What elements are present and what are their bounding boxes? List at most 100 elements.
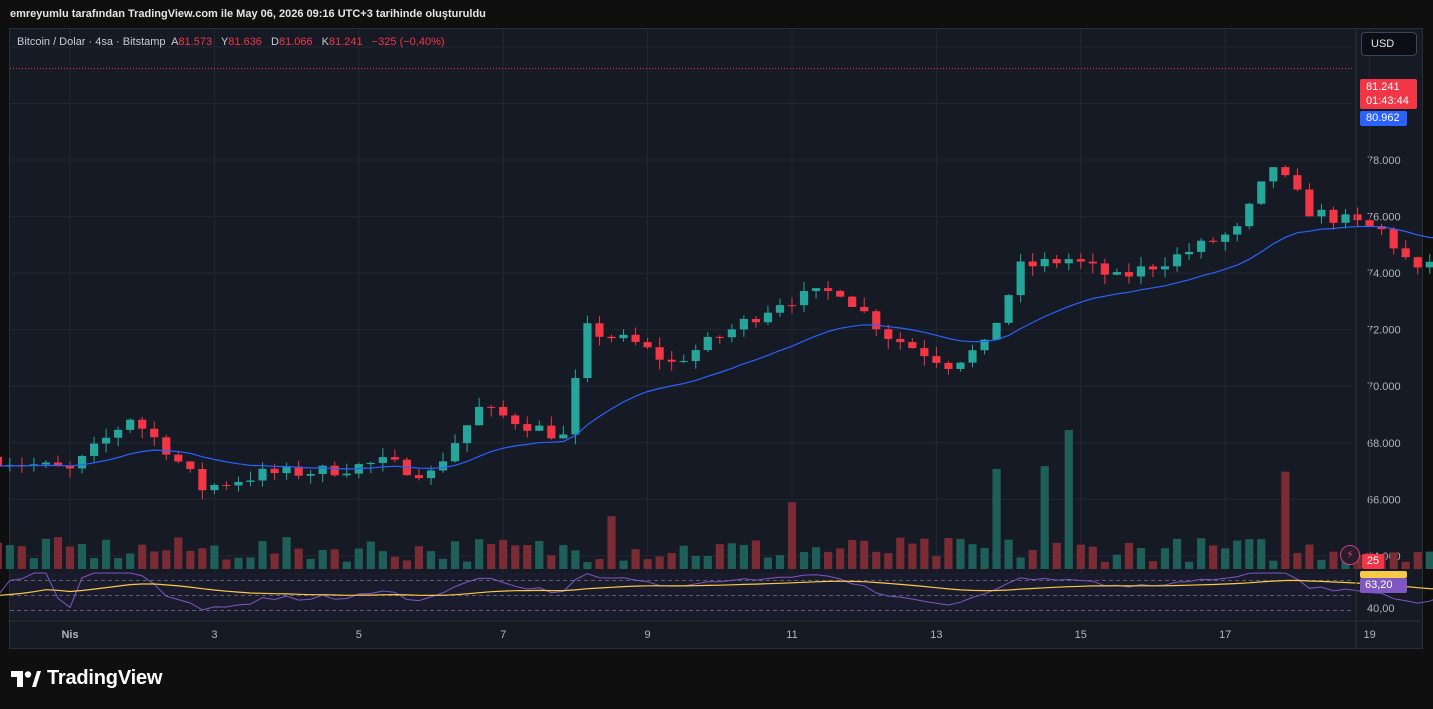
candle-body: [306, 474, 315, 476]
high-label: Y: [220, 36, 229, 48]
candle-body: [1365, 220, 1374, 227]
volume-bar: [968, 544, 977, 569]
candle-body: [1377, 226, 1386, 230]
volume-bar: [402, 560, 412, 569]
candle-body: [102, 437, 111, 444]
brand-name: TradingView: [47, 667, 163, 689]
candle-body: [607, 336, 616, 339]
volume-bar: [595, 558, 604, 569]
candle-body: [1124, 272, 1134, 277]
bar-countdown: 01:43:44: [1366, 95, 1409, 107]
candle-body: [619, 334, 628, 339]
ema-line: [0, 225, 1433, 470]
volume-bar: [691, 555, 700, 569]
candle-body: [1401, 248, 1410, 258]
candle-body: [1233, 226, 1242, 235]
volume-bar: [1221, 548, 1230, 569]
candle-body: [1100, 263, 1109, 275]
volume-bar: [450, 541, 460, 569]
volume-bar: [222, 559, 231, 569]
volume-bar: [162, 550, 171, 569]
candle-body: [1148, 266, 1158, 270]
candle-body: [1305, 189, 1314, 217]
currency-button[interactable]: USD: [1361, 32, 1417, 56]
volume-bar: [1028, 550, 1037, 569]
last-price-value: 81.241: [1366, 81, 1400, 93]
volume-bar: [150, 551, 159, 569]
candle-body: [751, 318, 760, 323]
candle-body: [691, 350, 700, 362]
volume-bar: [378, 551, 387, 569]
candle-body: [1293, 175, 1302, 190]
volume-bar: [258, 541, 267, 569]
volume-bar: [282, 537, 291, 569]
x-tick-label: 17: [1219, 629, 1231, 641]
candle-body: [571, 377, 580, 435]
y-tick-label: 78.000: [1367, 155, 1401, 167]
candle-body: [246, 480, 255, 482]
volume-bar: [811, 547, 821, 569]
y-tick-label: 72.000: [1367, 325, 1401, 337]
volume-bar: [751, 540, 760, 569]
volume-bar: [41, 538, 51, 569]
volume-bar: [354, 548, 363, 569]
candle-body: [1004, 295, 1013, 323]
candle-body: [896, 338, 905, 343]
volume-bar: [1064, 430, 1073, 569]
volume-bar: [1341, 560, 1350, 569]
candle-body: [944, 362, 953, 369]
candle-body: [980, 339, 989, 351]
candle-body: [426, 470, 436, 479]
volume-bar: [414, 546, 424, 569]
y-tick-label: 68.000: [1367, 438, 1401, 450]
candle-body: [1413, 257, 1422, 268]
volume-bar: [475, 539, 484, 569]
symbol-title[interactable]: Bitcoin / Dolar · 4sa · Bitstamp: [17, 36, 166, 48]
candle-body: [65, 466, 75, 469]
candle-body: [126, 419, 135, 430]
volume-bar: [932, 556, 941, 569]
volume-bar: [1257, 539, 1266, 569]
ohlc-legend: Bitcoin / Dolar · 4sa · Bitstamp A81.573…: [17, 36, 445, 48]
volume-bar: [1413, 552, 1422, 569]
candle-body: [270, 468, 279, 474]
volume-bar: [186, 550, 195, 569]
lightning-icon[interactable]: ⚡: [1340, 545, 1360, 565]
volume-bar: [1160, 548, 1170, 569]
volume-bar: [102, 539, 111, 569]
volume-bar: [571, 550, 580, 569]
volume-bar: [1389, 552, 1398, 569]
volume-bar: [426, 551, 436, 569]
volume-bar: [65, 546, 75, 569]
volume-bar: [787, 502, 797, 569]
candle-body: [715, 336, 724, 338]
volume-bar: [799, 551, 809, 569]
volume-bar: [306, 558, 315, 569]
volume-bar: [547, 555, 556, 569]
candle-body: [114, 429, 123, 438]
candle-body: [884, 329, 893, 339]
candle-body: [162, 437, 171, 455]
candle-body: [210, 484, 219, 491]
x-tick-label: 5: [356, 629, 362, 641]
candle-body: [1257, 181, 1266, 204]
candle-body: [631, 334, 640, 343]
volume-bar: [114, 558, 123, 569]
low-label: D: [271, 36, 279, 48]
volume-bar: [270, 553, 279, 569]
candle-body: [1269, 167, 1278, 182]
volume-bar: [619, 560, 628, 569]
candle-body: [667, 359, 676, 362]
candle-body: [787, 305, 797, 307]
candle-body: [1088, 261, 1097, 264]
volume-bar: [1293, 552, 1302, 569]
y-tick-label: 70.000: [1367, 381, 1401, 393]
x-tick-label: 15: [1075, 629, 1087, 641]
volume-bar: [667, 553, 676, 569]
candle-body: [992, 322, 1001, 340]
candle-body: [318, 465, 327, 475]
rsi-ma-tag: [1360, 571, 1407, 578]
brand-logo[interactable]: TradingView: [11, 667, 162, 690]
rsi-line: [0, 572, 1433, 611]
